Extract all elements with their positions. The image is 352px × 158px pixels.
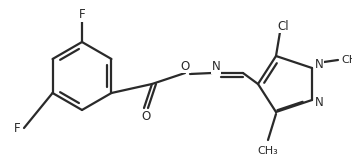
Text: N: N [212,61,220,73]
Text: O: O [142,110,151,124]
Text: CH₃: CH₃ [341,55,352,65]
Text: F: F [14,122,20,136]
Text: Cl: Cl [277,19,289,33]
Text: N: N [315,58,323,72]
Text: CH₃: CH₃ [258,146,278,156]
Text: N: N [315,97,323,109]
Text: O: O [180,60,190,73]
Text: F: F [79,9,85,21]
